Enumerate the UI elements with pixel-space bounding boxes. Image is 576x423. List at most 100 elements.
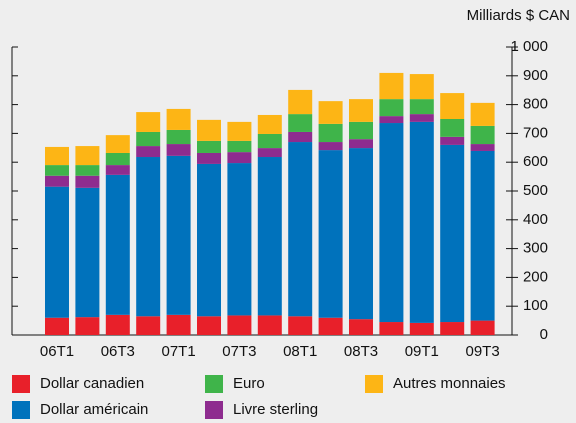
bar-segment bbox=[318, 317, 343, 335]
legend-label: Livre sterling bbox=[233, 401, 318, 418]
bar-segment bbox=[379, 99, 404, 117]
bar-segment bbox=[227, 163, 252, 316]
bar-segment bbox=[257, 133, 282, 149]
y-axis-label: Milliards $ CAN bbox=[467, 7, 570, 24]
bar-segment bbox=[288, 131, 313, 143]
bar-segment bbox=[288, 114, 313, 132]
y-tick-label: 900 bbox=[523, 67, 548, 84]
bar-segment bbox=[45, 175, 69, 187]
y-tick-label: 800 bbox=[523, 96, 548, 113]
bar-segment bbox=[440, 322, 465, 335]
legend-swatch bbox=[205, 401, 223, 419]
x-tick-label: 06T3 bbox=[101, 343, 135, 360]
bar-segment bbox=[409, 99, 434, 115]
bar-segment bbox=[136, 131, 161, 147]
bar-segment bbox=[257, 315, 282, 335]
bar-segment bbox=[75, 317, 100, 335]
bar-segment bbox=[105, 314, 130, 335]
bar-segment bbox=[166, 144, 191, 156]
bar-segment bbox=[440, 119, 465, 137]
legend-label: Dollar américain bbox=[40, 401, 148, 418]
bar-segment bbox=[197, 152, 221, 164]
legend-label: Dollar canadien bbox=[40, 375, 144, 392]
bar-segment bbox=[197, 316, 221, 335]
legend-swatch bbox=[12, 375, 30, 393]
bar-segment bbox=[470, 125, 495, 145]
bar-segment bbox=[75, 165, 100, 176]
bar-segment bbox=[470, 150, 495, 321]
bar-segment bbox=[257, 157, 282, 316]
bar-segment bbox=[470, 320, 495, 335]
y-tick-label: 300 bbox=[523, 240, 548, 257]
y-tick-label: 500 bbox=[523, 182, 548, 199]
bar-segment bbox=[257, 148, 282, 158]
y-tick-label: 100 bbox=[523, 297, 548, 314]
bar-segment bbox=[136, 112, 161, 132]
y-tick-label: 0 bbox=[540, 326, 548, 343]
bar-segment bbox=[45, 146, 69, 166]
bar-segment bbox=[257, 114, 282, 134]
bar-segment bbox=[136, 316, 161, 335]
bar-segment bbox=[105, 165, 130, 175]
bar-segment bbox=[288, 316, 313, 335]
bar-segment bbox=[75, 175, 100, 188]
bar-segment bbox=[227, 152, 252, 164]
bar-segment bbox=[440, 93, 465, 119]
bar-segment bbox=[379, 116, 404, 124]
legend-label: Autres monnaies bbox=[393, 375, 506, 392]
bar-segment bbox=[105, 174, 130, 315]
bar-segment bbox=[166, 108, 191, 130]
bar-segment bbox=[136, 157, 161, 317]
bar-segment bbox=[75, 146, 100, 166]
bar-segment bbox=[379, 72, 404, 100]
bar-segment bbox=[470, 144, 495, 151]
bar-segment bbox=[409, 114, 434, 122]
bar-segment bbox=[440, 136, 465, 145]
bar-segment bbox=[45, 165, 69, 176]
bar-segment bbox=[197, 119, 221, 141]
y-tick-label: 600 bbox=[523, 153, 548, 170]
y-tick-label: 700 bbox=[523, 124, 548, 141]
bar-segment bbox=[166, 129, 191, 145]
legend-label: Euro bbox=[233, 375, 265, 392]
y-tick-label: 400 bbox=[523, 211, 548, 228]
x-tick-label: 07T1 bbox=[161, 343, 195, 360]
y-tick-label: 1 000 bbox=[510, 38, 548, 55]
x-tick-label: 06T1 bbox=[40, 343, 74, 360]
bar-segment bbox=[349, 148, 373, 320]
bar-segment bbox=[105, 135, 130, 153]
bar-segment bbox=[440, 144, 465, 323]
x-tick-label: 07T3 bbox=[222, 343, 256, 360]
bar-segment bbox=[318, 142, 343, 151]
x-tick-label: 09T3 bbox=[465, 343, 499, 360]
bar-segment bbox=[288, 89, 313, 115]
bar-segment bbox=[349, 139, 373, 149]
y-tick-label: 200 bbox=[523, 268, 548, 285]
bar-segment bbox=[318, 101, 343, 124]
bar-segment bbox=[349, 121, 373, 140]
bar-segment bbox=[409, 74, 434, 100]
bar-segment bbox=[349, 99, 373, 122]
bar-segment bbox=[136, 146, 161, 158]
bar-segment bbox=[45, 186, 69, 318]
legend-swatch bbox=[365, 375, 383, 393]
bar-segment bbox=[227, 121, 252, 141]
bar-segment bbox=[409, 121, 434, 323]
bar-segment bbox=[45, 317, 69, 335]
bar-segment bbox=[197, 163, 221, 317]
bar-segment bbox=[318, 123, 343, 143]
bar-segment bbox=[409, 322, 434, 335]
bar-segment bbox=[227, 140, 252, 153]
bar-segment bbox=[75, 187, 100, 318]
bar-segment bbox=[166, 155, 191, 315]
bar-segment bbox=[105, 152, 130, 166]
bar-segment bbox=[288, 142, 313, 317]
legend-swatch bbox=[12, 401, 30, 419]
x-tick-label: 08T3 bbox=[344, 343, 378, 360]
x-tick-label: 08T1 bbox=[283, 343, 317, 360]
bar-segment bbox=[197, 140, 221, 153]
x-tick-label: 09T1 bbox=[405, 343, 439, 360]
bar-segment bbox=[379, 322, 404, 335]
bar-segment bbox=[470, 102, 495, 126]
